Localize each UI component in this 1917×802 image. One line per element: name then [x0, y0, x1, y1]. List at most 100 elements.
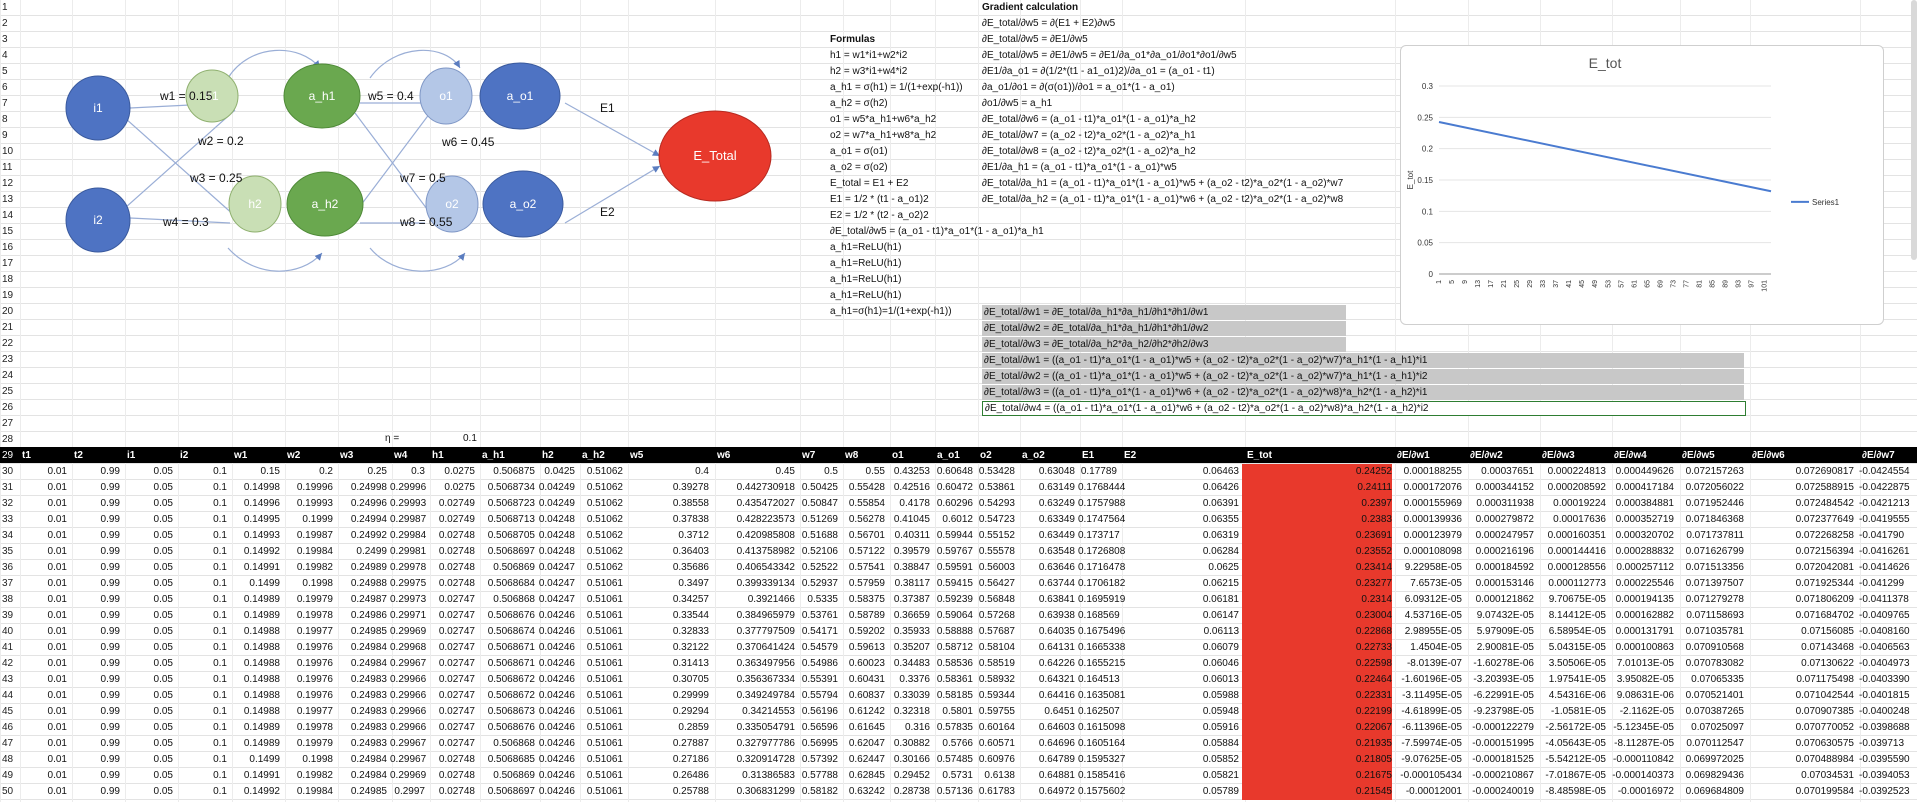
table-cell[interactable]: 0.5068672	[487, 674, 535, 685]
table-cell[interactable]: 0.162507	[1078, 706, 1120, 717]
table-cell[interactable]: 0.64035	[1038, 626, 1075, 637]
table-cell[interactable]: 0.24983	[350, 738, 387, 749]
table-cell[interactable]: 0.000247957	[1475, 530, 1534, 541]
table-cell[interactable]: 0.22331	[1242, 688, 1392, 704]
row-number[interactable]: 3	[2, 34, 8, 45]
table-cell[interactable]: 0.59344	[978, 690, 1015, 701]
table-cell[interactable]: 0.24985	[350, 626, 387, 637]
table-cell[interactable]: 0.55152	[978, 530, 1015, 541]
column-header[interactable]: i2	[180, 450, 189, 461]
table-cell[interactable]: 0.1	[213, 626, 227, 637]
table-cell[interactable]: -0.0398688	[1859, 722, 1910, 733]
table-cell[interactable]: 0.63744	[1038, 578, 1075, 589]
table-cell[interactable]: 0.05	[153, 722, 173, 733]
table-cell[interactable]: 0.5068671	[487, 658, 535, 669]
table-cell[interactable]: 0.02747	[438, 674, 475, 685]
table-cell[interactable]: 0.1716478	[1078, 562, 1126, 573]
table-cell[interactable]: 0.428223573	[736, 514, 795, 525]
table-cell[interactable]: -0.0424554	[1859, 466, 1910, 477]
row-number[interactable]: 35	[2, 546, 14, 557]
table-cell[interactable]: 0.38558	[672, 498, 709, 509]
table-cell[interactable]: 0.1	[213, 594, 227, 605]
row-number[interactable]: 22	[2, 338, 14, 349]
table-cell[interactable]: 0.506869	[493, 770, 535, 781]
table-cell[interactable]: 0.2499	[356, 546, 387, 557]
table-cell[interactable]: -0.0400248	[1859, 706, 1910, 717]
table-cell[interactable]: 0.50425	[801, 482, 838, 493]
table-cell[interactable]: 0.58182	[801, 786, 838, 797]
table-cell[interactable]: 0.19976	[296, 658, 333, 669]
table-cell[interactable]: 0.4178	[899, 498, 930, 509]
table-cell[interactable]: 0.53861	[978, 482, 1015, 493]
table-cell[interactable]: -1.60196E-05	[1401, 674, 1462, 685]
table-cell[interactable]: 0.29294	[672, 706, 709, 717]
column-header[interactable]: ∂E/∂w2	[1470, 450, 1503, 461]
table-cell[interactable]: 0.05916	[1202, 722, 1239, 733]
table-cell[interactable]: 0.30166	[893, 754, 930, 765]
table-cell[interactable]: 0.14989	[243, 610, 280, 621]
table-cell[interactable]: -0.0411378	[1859, 594, 1909, 605]
table-cell[interactable]: 0.57959	[848, 578, 885, 589]
table-cell[interactable]: 0.51062	[586, 482, 623, 493]
table-cell[interactable]: 0.34214553	[742, 706, 795, 717]
table-cell[interactable]: 0.14993	[243, 530, 280, 541]
table-cell[interactable]: 0.19977	[296, 706, 333, 717]
gradient-box-long[interactable]: ∂E_total/∂w2 = ((a_o1 - t1)*a_o1*(1 - a_…	[982, 369, 1744, 384]
row-number[interactable]: 40	[2, 626, 14, 637]
table-cell[interactable]: 0.164513	[1078, 674, 1120, 685]
table-cell[interactable]: 0.19976	[296, 642, 333, 653]
row-number[interactable]: 49	[2, 770, 14, 781]
gradient-line[interactable]: ∂o1/∂w5 = a_h1	[982, 98, 1053, 109]
row-number[interactable]: 26	[2, 402, 14, 413]
table-cell[interactable]: 0.1747564	[1078, 514, 1126, 525]
table-cell[interactable]: -0.000181525	[1472, 754, 1534, 765]
table-cell[interactable]: 0.071397507	[1685, 578, 1744, 589]
table-cell[interactable]: 0.14992	[243, 786, 280, 797]
table-cell[interactable]: 0.51688	[801, 530, 838, 541]
table-cell[interactable]: 0.22067	[1242, 720, 1392, 736]
column-header[interactable]: ∂E/∂w5	[1682, 450, 1715, 461]
table-cell[interactable]: 0.99	[100, 546, 120, 557]
table-cell[interactable]: 0.21675	[1242, 768, 1392, 784]
table-cell[interactable]: 0.5068685	[487, 754, 535, 765]
table-cell[interactable]: 0.64603	[1038, 722, 1075, 733]
table-cell[interactable]: 0.1575602	[1078, 786, 1126, 797]
row-number[interactable]: 7	[2, 98, 8, 109]
table-cell[interactable]: 0.02747	[438, 658, 475, 669]
table-cell[interactable]: 0.19982	[296, 770, 333, 781]
table-cell[interactable]: 0.05	[153, 642, 173, 653]
table-cell[interactable]: 0.57268	[978, 610, 1015, 621]
row-number[interactable]: 24	[2, 370, 14, 381]
table-cell[interactable]: 0.5068697	[487, 786, 535, 797]
table-cell[interactable]: 0.5068697	[487, 546, 535, 557]
row-number[interactable]: 13	[2, 194, 14, 205]
table-cell[interactable]: 0.349249784	[736, 690, 795, 701]
table-cell[interactable]: 0.070783082	[1685, 658, 1744, 669]
table-cell[interactable]: 0.2314	[1242, 592, 1392, 608]
table-cell[interactable]: 0.55578	[978, 546, 1015, 557]
table-cell[interactable]: 0.54986	[801, 658, 838, 669]
table-cell[interactable]: -0.0416261	[1859, 546, 1910, 557]
formula-line[interactable]: a_o1 = σ(o1)	[830, 146, 888, 157]
table-cell[interactable]: 0.24983	[350, 706, 387, 717]
table-cell[interactable]: 0.55	[865, 466, 885, 477]
gradient-box-short[interactable]: ∂E_total/∂w2 = ∂E_total/∂a_h1*∂a_h1/∂h1*…	[982, 321, 1346, 336]
table-cell[interactable]: 0.04246	[538, 626, 575, 637]
table-cell[interactable]: 0.1	[213, 706, 227, 717]
column-header[interactable]: h2	[542, 450, 554, 461]
table-cell[interactable]: 0.99	[100, 738, 120, 749]
table-cell[interactable]: 0.64696	[1038, 738, 1075, 749]
row-number[interactable]: 44	[2, 690, 14, 701]
table-cell[interactable]: -0.0419555	[1859, 514, 1910, 525]
table-cell[interactable]: 0.1	[213, 530, 227, 541]
table-cell[interactable]: -0.000110842	[1613, 754, 1674, 765]
table-cell[interactable]: -0.0403390	[1859, 674, 1910, 685]
table-cell[interactable]: 0.51061	[586, 706, 623, 717]
table-cell[interactable]: 0.99	[100, 594, 120, 605]
table-cell[interactable]: 0.01	[47, 738, 67, 749]
row-number[interactable]: 14	[2, 210, 14, 221]
gradient-line[interactable]: ∂E_total/∂a_h1 = (a_o1 - t1)*a_o1*(1 - a…	[982, 178, 1344, 189]
table-cell[interactable]: 0.1499	[249, 754, 280, 765]
column-header[interactable]: E1	[1082, 450, 1095, 461]
table-cell[interactable]: 0.5	[824, 466, 838, 477]
